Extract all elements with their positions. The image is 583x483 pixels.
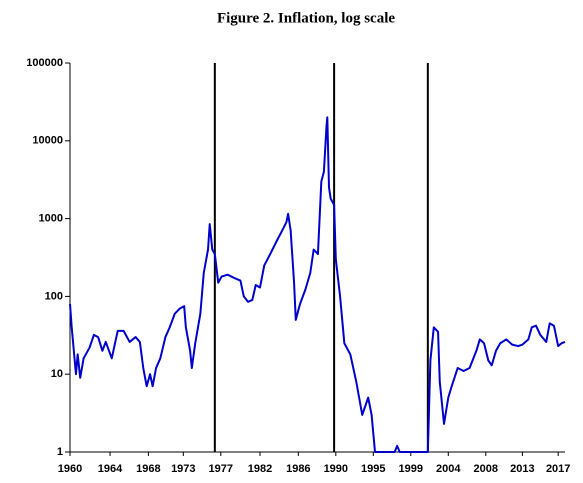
x-tick-label: 2008 [474, 463, 498, 475]
x-tick-label: 1973 [171, 463, 195, 475]
x-tick-label: 1982 [248, 463, 272, 475]
x-tick-label: 2004 [436, 463, 461, 475]
x-tick-label: 1977 [209, 463, 233, 475]
x-tick-label: 1964 [98, 463, 123, 475]
y-tick-label: 10000 [32, 135, 63, 147]
y-tick-label: 100 [45, 290, 63, 302]
x-tick-label: 1986 [286, 463, 310, 475]
x-tick-label: 2017 [546, 463, 570, 475]
y-tick-label: 1 [57, 446, 63, 458]
x-tick-label: 1960 [58, 463, 82, 475]
series-line [69, 116, 566, 453]
x-tick-label: 1968 [136, 463, 160, 475]
x-tick-label: 1990 [324, 463, 348, 475]
chart-title: Figure 2. Inflation, log scale [217, 10, 395, 26]
y-tick-label: 1000 [39, 213, 63, 225]
x-tick-label: 2013 [510, 463, 534, 475]
x-tick-label: 1999 [399, 463, 423, 475]
y-tick-label: 10 [51, 368, 63, 380]
x-tick-label: 1995 [361, 463, 385, 475]
y-tick-label: 100000 [26, 57, 63, 69]
